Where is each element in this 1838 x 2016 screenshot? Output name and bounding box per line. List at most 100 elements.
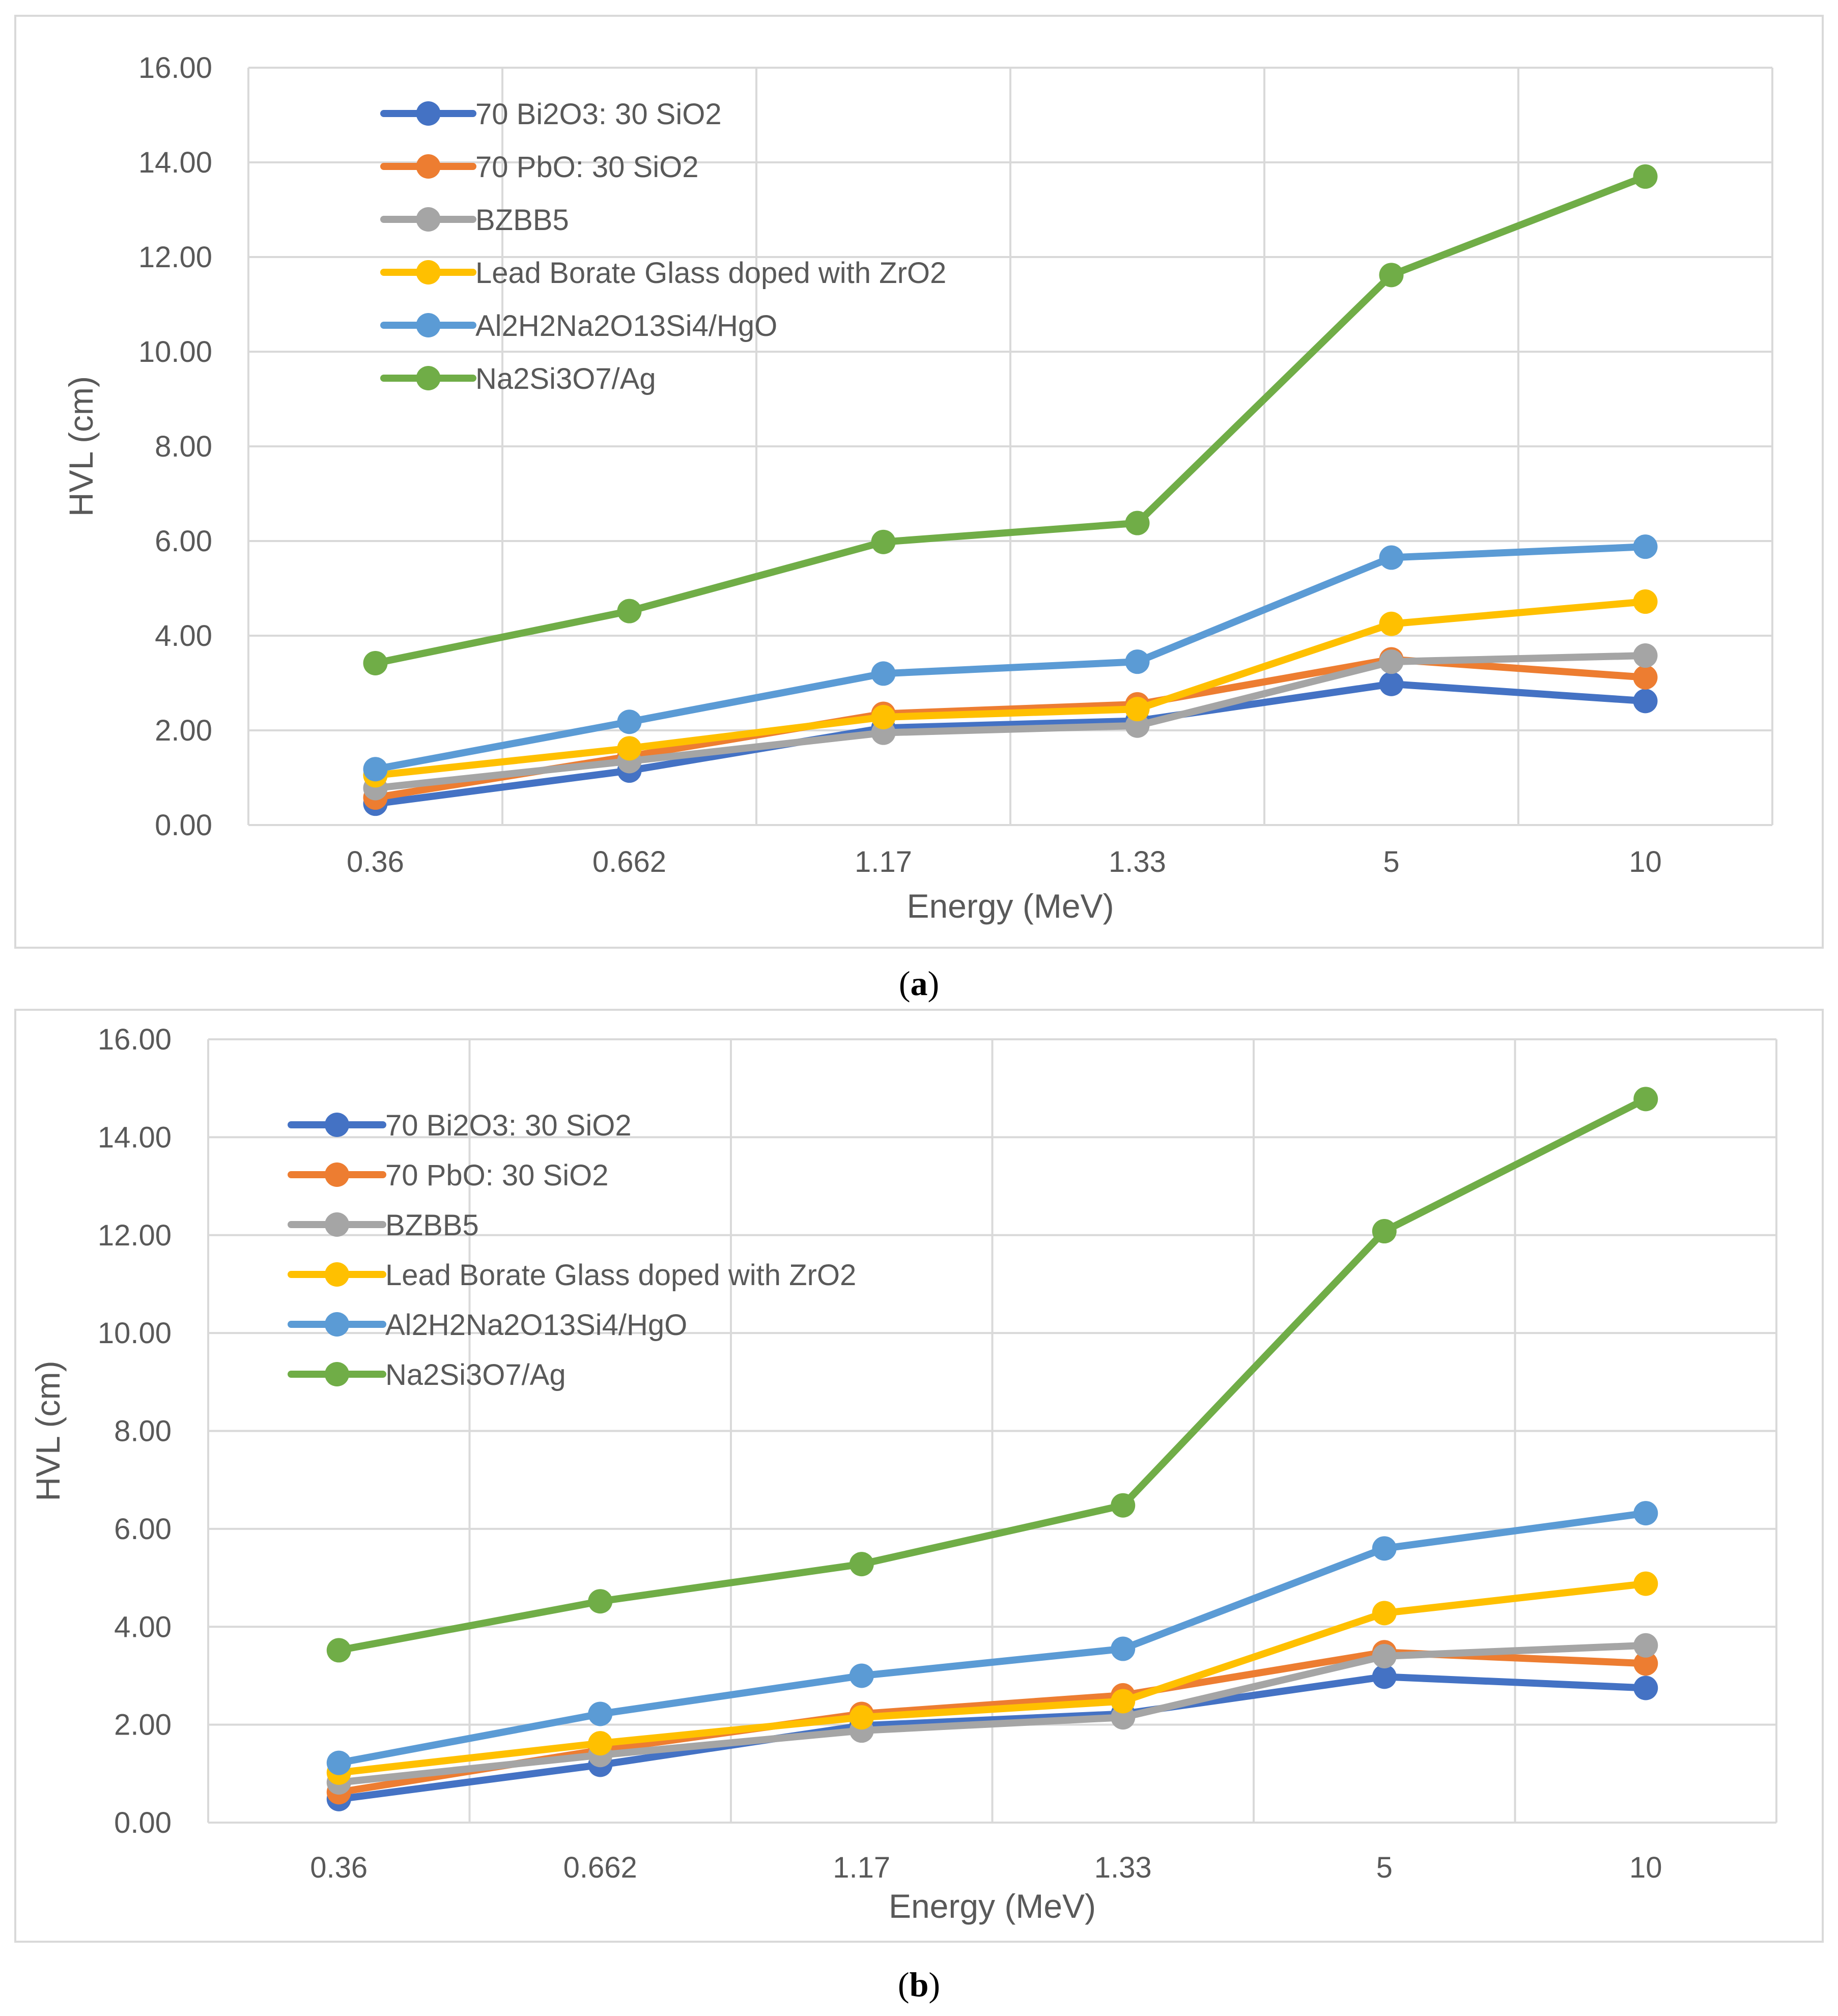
legend-label: Lead Borate Glass doped with ZrO2 (475, 257, 946, 290)
series-line (372, 173, 1649, 667)
data-point (1633, 665, 1658, 690)
y-tick-label: 16.00 (98, 1023, 172, 1056)
chart-panel-b: 0.00 2.00 4.00 6.00 8.00 10.00 12.00 14.00 16.00… (14, 1009, 1824, 1943)
legend-label: BZBB5 (475, 204, 569, 237)
data-point (1379, 611, 1404, 636)
data-point (1372, 1643, 1397, 1668)
legend-item: Na2Si3O7/Ag (380, 362, 656, 395)
gridlines (207, 1038, 1777, 1824)
x-tick-label: 1.17 (833, 1851, 890, 1884)
y-tick-label: 2.00 (155, 714, 212, 747)
data-point (1633, 1087, 1658, 1112)
caption-letter: a (910, 964, 928, 1003)
legend-swatch-marker (416, 207, 441, 232)
y-tick-label: 8.00 (114, 1415, 172, 1448)
x-tick-label: 1.17 (855, 845, 912, 878)
legend-label: 70 PbO: 30 SiO2 (475, 151, 698, 184)
legend: 70 Bi2O3: 30 SiO2 70 PbO: 30 SiO2 BZBB5 Lea… (288, 1109, 856, 1392)
legend-swatch-marker (325, 1362, 349, 1386)
data-point (1633, 1633, 1658, 1658)
data-point (588, 1731, 613, 1756)
legend-label: BZBB5 (385, 1209, 479, 1242)
data-point (363, 757, 388, 782)
y-tick-label: 4.00 (155, 619, 212, 652)
caption-open-paren: ( (897, 1965, 910, 2004)
data-point (1633, 534, 1658, 559)
caption-close-paren: ) (928, 1965, 941, 2004)
legend-label: 70 Bi2O3: 30 SiO2 (385, 1109, 632, 1142)
data-point (1633, 1571, 1658, 1596)
data-point (1379, 649, 1404, 674)
legend-item: 70 Bi2O3: 30 SiO2 (288, 1109, 632, 1142)
legend-item: Al2H2Na2O13Si4/HgO (288, 1309, 687, 1342)
data-point (1633, 643, 1658, 668)
x-tick-label: 0.662 (592, 845, 666, 878)
caption-close-paren: ) (927, 964, 940, 1003)
series-line (335, 1095, 1650, 1654)
series-4 (363, 534, 1658, 782)
data-point (1379, 263, 1404, 288)
legend-item: BZBB5 (288, 1209, 479, 1242)
legend-label: 70 Bi2O3: 30 SiO2 (475, 98, 722, 131)
line-chart-a: 0.00 2.00 4.00 6.00 8.00 10.00 12.00 14.00 16.00… (62, 51, 1773, 925)
data-point (1372, 1536, 1397, 1561)
x-tick-label: 0.36 (310, 1851, 367, 1884)
data-point (849, 1705, 874, 1730)
legend: 70 Bi2O3: 30 SiO2 70 PbO: 30 SiO2 BZBB5 Lea… (380, 98, 946, 395)
data-point (617, 599, 642, 623)
y-tick-label: 12.00 (98, 1219, 172, 1252)
data-point (1633, 1651, 1658, 1676)
y-tick-label: 10.00 (98, 1317, 172, 1350)
legend-label: 70 PbO: 30 SiO2 (385, 1159, 608, 1192)
y-tick-label: 14.00 (138, 146, 212, 179)
data-point (1111, 1493, 1136, 1518)
data-point (1633, 1676, 1658, 1700)
y-axis-title: HVL (cm) (29, 1360, 67, 1501)
x-tick-label: 5 (1383, 845, 1399, 878)
data-point (871, 661, 896, 686)
data-point (1372, 1664, 1397, 1689)
series-line (372, 598, 1649, 779)
legend-item: 70 PbO: 30 SiO2 (380, 151, 698, 184)
data-point (326, 1750, 351, 1775)
legend-label: Lead Borate Glass doped with ZrO2 (385, 1259, 856, 1292)
x-tick-label: 0.36 (347, 845, 404, 878)
y-tick-label: 10.00 (138, 335, 212, 368)
data-point (1372, 1219, 1397, 1244)
figure-caption-a: (a) (0, 963, 1838, 1004)
data-point (871, 529, 896, 554)
series-line (372, 652, 1649, 792)
data-point (617, 709, 642, 734)
legend-label: Na2Si3O7/Ag (475, 362, 656, 395)
series-line (372, 543, 1649, 773)
data-point (588, 1589, 613, 1614)
data-point (1379, 545, 1404, 570)
legend-swatch-marker (416, 366, 441, 390)
data-point (849, 1663, 874, 1688)
y-tick-label: 16.00 (138, 51, 212, 84)
legend-item: Na2Si3O7/Ag (288, 1358, 566, 1392)
legend-swatch-marker (325, 1162, 349, 1187)
data-point (1633, 1501, 1658, 1526)
data-point (849, 1552, 874, 1577)
data-point (1125, 510, 1150, 535)
y-tick-label: 4.00 (114, 1610, 172, 1643)
legend-swatch-marker (325, 1312, 349, 1337)
legend-swatch-marker (416, 101, 441, 126)
y-tick-label: 2.00 (114, 1709, 172, 1742)
data-point (1379, 671, 1404, 696)
legend-item: 70 PbO: 30 SiO2 (288, 1159, 608, 1192)
data-point (326, 1638, 351, 1663)
series-line (335, 1510, 1650, 1767)
legend-swatch-marker (325, 1262, 349, 1287)
x-tick-label: 10 (1629, 1851, 1662, 1884)
figure-caption-b: (b) (0, 1965, 1838, 2005)
legend-item: Lead Borate Glass doped with ZrO2 (288, 1259, 856, 1292)
y-tick-label: 12.00 (138, 241, 212, 274)
series-3 (326, 1571, 1658, 1785)
legend-swatch-marker (416, 154, 441, 179)
data-point (1125, 697, 1150, 722)
legend-item: BZBB5 (380, 204, 569, 237)
x-axis-title: Energy (MeV) (907, 887, 1114, 925)
series-5 (363, 164, 1658, 675)
